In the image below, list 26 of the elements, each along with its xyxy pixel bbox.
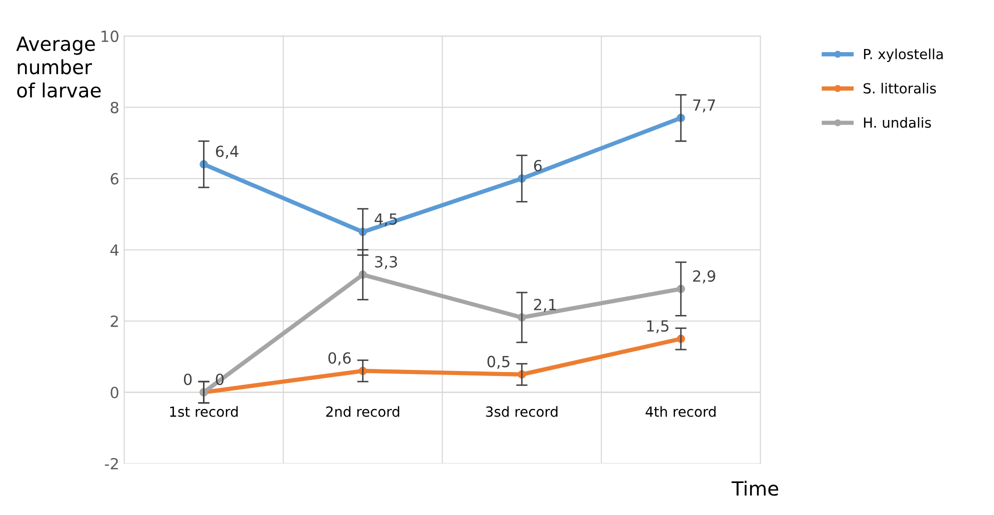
y-tick-label: 10 [102,30,118,42]
x-tick-label: 2nd record [326,406,400,417]
y-tick-label: 4 [110,244,119,256]
data-label: 7,7 [693,99,715,112]
x-axis-title: Time [732,480,778,496]
y-tick-label: 2 [110,315,118,327]
data-label: 2,1 [534,298,556,312]
y-tick-label: -2 [104,458,118,470]
y-tick-label: 6 [110,173,118,185]
data-label: 2,9 [693,270,716,284]
data-label: 0,5 [487,356,510,369]
data-label: 6 [534,160,542,172]
data-label: 0 [184,374,192,386]
y-tick-label: 0 [110,386,118,398]
x-tick-label: 1st record [170,406,238,417]
y-axis-title: Average number of larvae [16,36,101,98]
x-tick-label: 3sd record [486,406,558,417]
data-label: 3,3 [375,256,397,270]
y-tick-label: 8 [110,102,118,114]
x-tick-label: 4th record [646,406,716,417]
legend-label: P. xylostella [864,48,943,62]
legend-label: S. littoralis [864,82,936,94]
data-label: 6,4 [216,146,238,159]
data-label: 0,6 [328,352,351,366]
data-label: 1,5 [647,320,668,334]
legend-label: H. undalis [864,117,931,128]
